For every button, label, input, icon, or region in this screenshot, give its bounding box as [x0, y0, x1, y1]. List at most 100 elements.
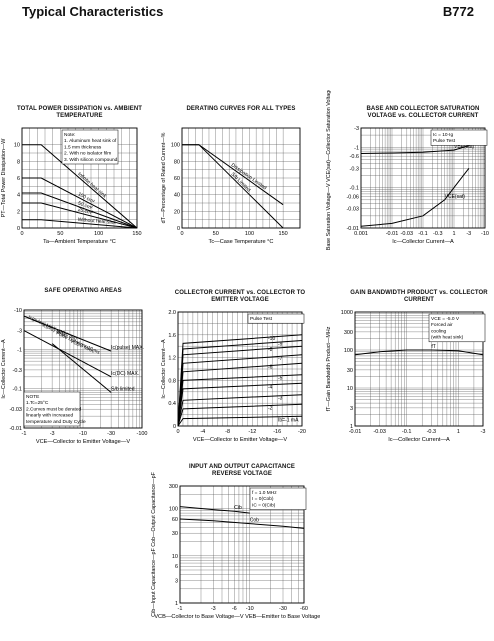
y-tick-label: 10	[347, 386, 353, 392]
grid	[177, 311, 303, 427]
note-block-line: NOTE	[26, 394, 39, 400]
x-tick-label: -3	[481, 429, 486, 435]
y-axis-label: Ic—Collector Current—A	[1, 339, 7, 399]
chart-svg: 0 50 100 150 0 2 4 6 8 10 Ta—Ambient Temperature °…	[1, 127, 142, 245]
y-tick-label: 0	[173, 424, 176, 430]
x-tick-label: -0.01	[349, 429, 362, 435]
x-tick-label: -0.3	[433, 231, 442, 237]
chart-gain-bandwidth: GAIN BANDWIDTH PRODUCT vs. COLLECTOR CUR…	[325, 290, 494, 450]
series-line	[177, 415, 303, 427]
note-block-line: linearly with increased	[26, 413, 74, 419]
series-label: -9	[278, 342, 283, 348]
y-tick-label: 80	[174, 159, 180, 165]
legend-block-box	[428, 313, 486, 343]
note-block-line: 2.Curves must be derated	[26, 406, 82, 412]
x-tick-label: 0	[20, 231, 23, 237]
x-tick-label: 50	[213, 231, 219, 237]
note-block-line: Note:	[64, 132, 75, 138]
series-label: Without heat sink	[77, 217, 116, 226]
chart-svg: 0.001 -0.01 -0.03 -0.1 -0.3 1 -3 -10-0.01-0.03-…	[326, 90, 489, 250]
x-tick-label: -10	[481, 231, 489, 237]
note-block-line: 1.5 mm thickness	[64, 144, 102, 150]
x-axis-label: Ta—Ambient Temperature °C	[43, 239, 116, 245]
x-tick-label: 150	[279, 231, 288, 237]
y-tick-label: -0.01	[346, 226, 359, 232]
series-label: -6	[268, 364, 273, 370]
y-tick-label: 20	[174, 209, 180, 215]
chart-power-dissipation: TOTAL POWER DISSIPATION vs. AMBIENT TEMP…	[0, 90, 160, 250]
chart-title: COLLECTOR CURRENT vs. COLLECTOR TO EMITT…	[174, 290, 306, 303]
legend-block-line: VCE = -5.0 V	[431, 316, 460, 322]
series-label: VBE(sat)	[454, 144, 474, 150]
series-line	[177, 403, 303, 427]
y-tick-label: 8	[17, 159, 20, 165]
note-block-line: 1.Tc=25°C	[26, 400, 49, 406]
y-tick-label: 0	[17, 226, 20, 232]
chart-collector-current: COLLECTOR CURRENT vs. COLLECTOR TO EMITT…	[160, 290, 325, 450]
series-label: S/b limited	[111, 386, 135, 392]
x-tick-label: -0.03	[373, 429, 386, 435]
series-line	[23, 330, 112, 378]
series-label: -7	[278, 356, 283, 362]
note-block-line: 1. Aluminum heat sink of	[64, 138, 117, 144]
series-line	[22, 219, 138, 229]
y-tick-label: -0.3	[13, 368, 22, 374]
y-tick-label: 6	[17, 176, 20, 182]
x-tick-label: -3	[211, 606, 216, 612]
legend-block-box	[430, 129, 488, 146]
series-line	[177, 394, 303, 427]
x-tick-label: 1	[452, 231, 455, 237]
x-tick-label: -10	[246, 606, 254, 612]
y-tick-label: -0.1	[350, 186, 359, 192]
x-tick-label: -12	[248, 429, 256, 435]
y-tick-label: 1000	[341, 310, 353, 316]
x-tick-label: -60	[300, 606, 308, 612]
series-group: Cib Cob	[179, 505, 305, 529]
legend-block-line: Pulse Test	[433, 138, 456, 144]
series-line	[177, 354, 303, 427]
y-tick-label: 6	[175, 564, 178, 570]
series-line	[22, 177, 138, 229]
x-tick-label: -8	[225, 429, 230, 435]
y-tick-label: 2	[17, 209, 20, 215]
series-label: -3	[278, 396, 283, 402]
x-tick-label: 150	[132, 231, 141, 237]
y-tick-label: 1	[175, 601, 178, 607]
series-line	[182, 144, 284, 206]
y-axis-label: dT—Percentage of Rated Current—%	[161, 132, 167, 223]
series-label: -10	[268, 336, 275, 342]
y-tick-label: 10	[172, 554, 178, 560]
series-line	[360, 168, 470, 227]
x-tick-label: 1	[457, 429, 460, 435]
series-label: Ic(DC) MAX.	[111, 371, 139, 377]
note-block-box	[61, 129, 119, 165]
series-group: fT	[354, 344, 484, 356]
y-tick-label: -0.06	[346, 195, 359, 201]
y-tick-label: -10	[14, 308, 22, 314]
chart-title: BASE AND COLLECTOR SATURATION VOLTAGE vs…	[366, 106, 480, 119]
x-tick-label: -30	[107, 431, 115, 437]
x-tick-label: -1	[178, 606, 183, 612]
y-tick-label: 100	[169, 507, 178, 513]
plot-frame	[23, 309, 143, 429]
series-label: -8	[268, 347, 273, 353]
chart-title: SAFE OPERATING AREAS	[44, 288, 122, 294]
x-tick-label: -4	[200, 429, 205, 435]
y-tick-label: 0	[177, 226, 180, 232]
x-axis-label: VCE—Collector to Emitter Voltage—V	[36, 439, 130, 445]
x-tick-label: -0.1	[402, 429, 411, 435]
chart-derating-curves: DERATING CURVES FOR ALL TYPES 0 50 100 150 0 2…	[160, 90, 325, 250]
series-line	[22, 144, 138, 229]
y-tick-label: -3	[354, 126, 359, 132]
x-tick-label: -0.1	[418, 231, 427, 237]
x-tick-label: -20	[298, 429, 306, 435]
legend-block-line: Forced air	[431, 322, 453, 328]
x-tick-label: -100	[136, 431, 147, 437]
x-tick-label: -0.3	[427, 429, 436, 435]
series-label: VCE(sat)	[445, 194, 466, 200]
series-label: fT	[431, 344, 435, 350]
y-tick-label: 100	[171, 143, 180, 149]
series-label: 25 cm²	[77, 207, 94, 217]
